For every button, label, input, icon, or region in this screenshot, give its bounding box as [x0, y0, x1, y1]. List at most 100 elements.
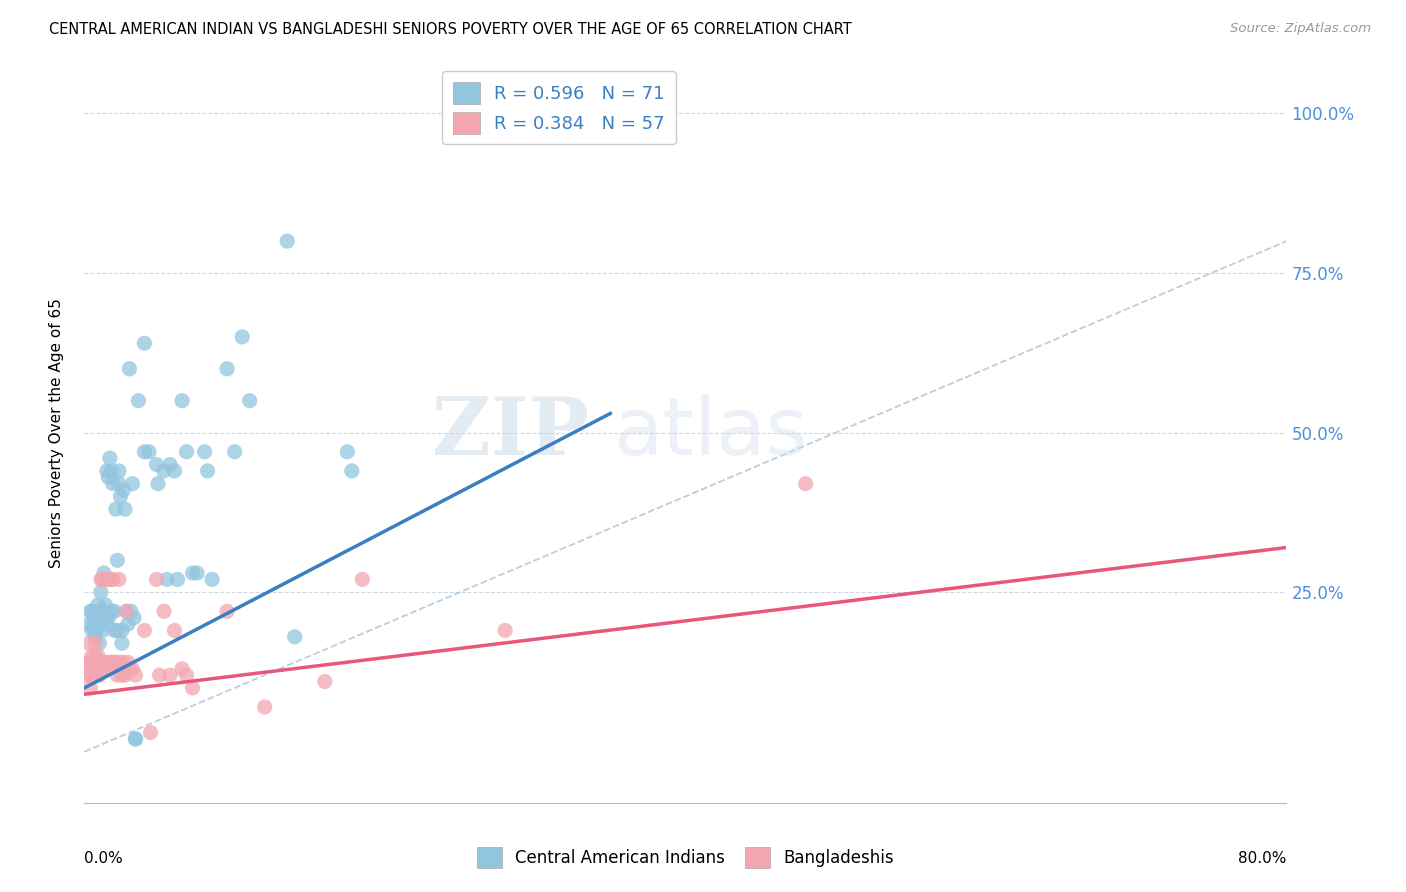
Point [239, 393, 262, 408]
Point [79, 668, 101, 682]
Point [201, 573, 224, 587]
Point [83, 611, 105, 625]
Point [79, 604, 101, 618]
Point [121, 662, 143, 676]
Point [96, 617, 118, 632]
Point [494, 624, 516, 638]
Legend: Central American Indians, Bangladeshis: Central American Indians, Bangladeshis [468, 838, 903, 876]
Point [77, 636, 100, 650]
Point [91, 656, 114, 670]
Point [112, 656, 135, 670]
Point [217, 604, 239, 618]
Point [100, 604, 122, 618]
Point [253, 700, 276, 714]
Point [163, 624, 186, 638]
Point [89, 604, 111, 618]
Text: ZIP: ZIP [432, 393, 589, 472]
Point [79, 656, 101, 670]
Point [83, 630, 105, 644]
Point [83, 636, 105, 650]
Point [134, 624, 156, 638]
Point [114, 668, 136, 682]
Text: atlas: atlas [613, 393, 807, 472]
Point [224, 444, 246, 458]
Point [139, 725, 162, 739]
Point [86, 662, 108, 676]
Point [336, 444, 359, 458]
Point [194, 444, 217, 458]
Point [103, 604, 125, 618]
Point [121, 476, 143, 491]
Point [176, 444, 198, 458]
Point [90, 573, 112, 587]
Point [89, 636, 111, 650]
Point [156, 573, 179, 587]
Point [112, 483, 135, 497]
Point [231, 330, 253, 344]
Point [108, 476, 131, 491]
Point [122, 611, 145, 625]
Point [89, 656, 111, 670]
Point [80, 604, 103, 618]
Point [97, 611, 120, 625]
Point [93, 662, 115, 676]
Point [107, 624, 129, 638]
Point [103, 656, 125, 670]
Point [120, 604, 142, 618]
Point [76, 656, 98, 670]
Point [115, 604, 138, 618]
Point [83, 648, 105, 663]
Point [110, 656, 132, 670]
Point [181, 566, 204, 580]
Point [100, 464, 122, 478]
Point [118, 361, 141, 376]
Point [104, 656, 127, 670]
Point [146, 476, 169, 491]
Point [101, 476, 124, 491]
Point [117, 656, 139, 670]
Point [87, 648, 110, 663]
Point [91, 624, 114, 638]
Point [118, 662, 141, 676]
Point [284, 630, 307, 644]
Point [138, 444, 160, 458]
Point [91, 573, 114, 587]
Point [90, 585, 112, 599]
Y-axis label: Seniors Poverty Over the Age of 65: Seniors Poverty Over the Age of 65 [49, 298, 63, 567]
Point [163, 464, 186, 478]
Point [104, 502, 127, 516]
Point [87, 598, 110, 612]
Point [111, 636, 134, 650]
Point [145, 573, 167, 587]
Point [97, 470, 120, 484]
Point [340, 464, 363, 478]
Point [124, 731, 146, 746]
Point [94, 598, 117, 612]
Point [97, 573, 120, 587]
Text: 0.0%: 0.0% [84, 851, 124, 866]
Point [148, 668, 170, 682]
Point [117, 617, 139, 632]
Point [86, 668, 108, 682]
Point [89, 617, 111, 632]
Point [82, 668, 104, 682]
Point [134, 444, 156, 458]
Point [197, 464, 219, 478]
Point [170, 393, 193, 408]
Point [115, 604, 138, 618]
Point [134, 336, 156, 351]
Point [111, 624, 134, 638]
Point [107, 668, 129, 682]
Point [91, 604, 114, 618]
Point [145, 458, 167, 472]
Point [176, 668, 198, 682]
Point [276, 234, 298, 248]
Point [93, 566, 115, 580]
Point [217, 361, 239, 376]
Point [94, 573, 117, 587]
Point [170, 662, 193, 676]
Point [181, 681, 204, 695]
Point [124, 668, 146, 682]
Point [80, 656, 103, 670]
Point [794, 476, 817, 491]
